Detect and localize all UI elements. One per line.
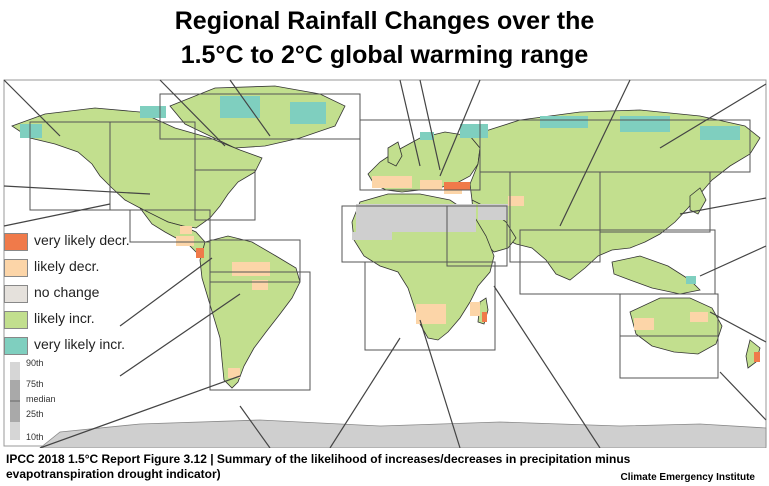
precipitation-patches <box>20 96 760 378</box>
legend-swatch <box>4 285 28 303</box>
caption-line-2: evapotranspiration drought indicator) <box>6 467 221 481</box>
legend-swatch <box>4 233 28 251</box>
percentile-bar <box>10 362 20 440</box>
land-layer <box>11 85 767 448</box>
pointer-lines <box>3 79 767 448</box>
percentile-10th: 10th <box>26 432 44 442</box>
british-isles <box>387 141 403 167</box>
antarctica <box>39 419 767 448</box>
caption-line-1: IPCC 2018 1.5°C Report Figure 3.12 | Sum… <box>6 452 631 466</box>
legend-swatch <box>4 337 28 355</box>
legend-label: likely incr. <box>34 310 95 326</box>
legend-label: very likely incr. <box>34 336 126 352</box>
legend-label: likely decr. <box>34 258 100 274</box>
japan <box>689 187 707 215</box>
percentile-75th: 75th <box>26 379 44 389</box>
north-america <box>11 107 263 229</box>
world-map <box>3 79 767 448</box>
percentile-25th: 25th <box>26 409 44 419</box>
southeast-asia-islands <box>611 255 701 295</box>
region-boxes <box>29 93 751 391</box>
legend-label: very likely decr. <box>34 232 130 248</box>
title-line-2: 1.5°C to 2°C global warming range <box>180 41 589 69</box>
percentile-key: 90th 75th median 25th 10th <box>4 358 84 444</box>
new-zealand <box>745 339 761 369</box>
map-title: Regional Rainfall Changes over the 1.5°C… <box>0 4 769 72</box>
legend-swatch <box>4 311 28 329</box>
credit-text: Climate Emergency Institute <box>620 472 755 483</box>
figure-caption: IPCC 2018 1.5°C Report Figure 3.12 | Sum… <box>6 452 706 482</box>
percentile-90th: 90th <box>26 358 44 368</box>
title-line-1: Regional Rainfall Changes over the <box>174 7 595 35</box>
percentile-median: median <box>26 394 56 404</box>
legend-swatch <box>4 259 28 277</box>
legend-label: no change <box>34 284 100 300</box>
